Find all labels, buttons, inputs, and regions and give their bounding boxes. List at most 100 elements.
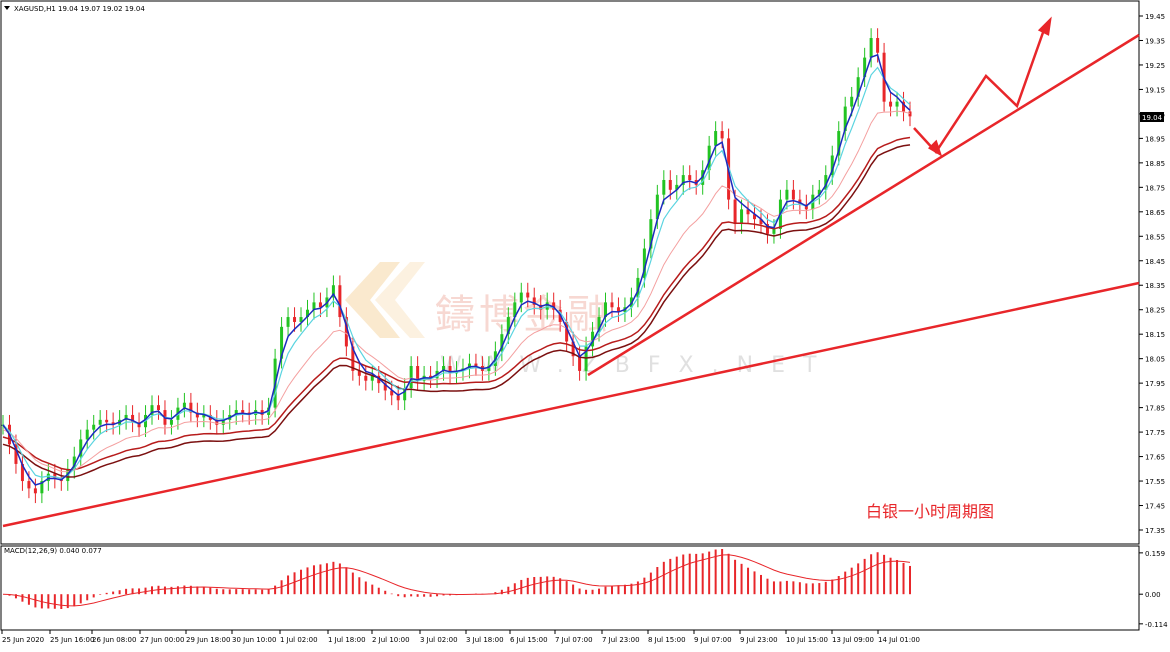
candle-body <box>649 219 653 249</box>
candle-body <box>46 473 50 482</box>
candle-body <box>27 481 31 489</box>
candle-body <box>92 424 96 430</box>
price-tick-label: 19.35 <box>1145 37 1165 45</box>
time-tick-label: 9 Jul 23:00 <box>740 636 778 644</box>
candle-body <box>312 302 316 310</box>
arrow-head-down-icon <box>927 139 943 157</box>
candle-body <box>72 456 76 469</box>
macd-tick-label: 0.00 <box>1145 591 1161 599</box>
time-tick-label: 30 Jun 10:00 <box>232 636 276 644</box>
price-tick-label: 19.15 <box>1145 86 1165 94</box>
time-tick-label: 7 Jul 23:00 <box>602 636 640 644</box>
trendlines <box>2 33 1140 528</box>
candle-body <box>526 292 530 298</box>
candle-body <box>714 131 718 146</box>
support-trendline-upper <box>587 33 1140 377</box>
candle-body <box>111 422 115 425</box>
candle-body <box>299 317 303 322</box>
candle-body <box>286 317 290 327</box>
candle-body <box>604 302 608 318</box>
price-tick-label: 19.25 <box>1145 62 1165 70</box>
candle-body <box>578 356 582 371</box>
main-panel-frame <box>0 0 1140 545</box>
time-tick-label: 29 Jun 18:00 <box>186 636 230 644</box>
candle-body <box>843 106 847 132</box>
candle-body <box>396 395 400 401</box>
price-tick-label: 17.55 <box>1145 478 1165 486</box>
candle-body <box>500 334 504 352</box>
price-tick-label: 17.95 <box>1145 380 1165 388</box>
ma-line-dark-lower <box>2 144 911 478</box>
candle-body <box>908 111 912 117</box>
candle-body <box>409 366 413 389</box>
price-tick-label: 18.35 <box>1145 282 1165 290</box>
price-tick-label: 18.05 <box>1145 356 1165 364</box>
time-tick-label: 2 Jul 10:00 <box>372 636 410 644</box>
candle-body <box>344 317 348 347</box>
ma-line-blue <box>2 53 911 486</box>
candle-body <box>571 341 575 357</box>
time-tick-label: 13 Jul 09:00 <box>832 636 874 644</box>
price-tick-label: 18.15 <box>1145 331 1165 339</box>
candle-body <box>876 38 880 53</box>
candle-body <box>474 363 478 367</box>
candle-body <box>675 184 679 190</box>
candle-body <box>688 175 692 180</box>
candle-body <box>539 304 543 310</box>
candle-body <box>532 297 536 305</box>
candle-body <box>241 410 245 413</box>
candle-body <box>33 488 37 494</box>
candle-body <box>616 307 620 313</box>
candle-body <box>804 204 808 210</box>
candle-body <box>610 302 614 308</box>
candle-body <box>390 390 394 396</box>
candle-body <box>565 321 569 342</box>
candle-body <box>169 419 173 425</box>
candle-body <box>519 292 523 303</box>
candle-body <box>124 414 128 420</box>
macd-header: MACD(12,26,9) 0.040 0.077 <box>4 547 102 555</box>
macd-histogram <box>2 548 911 609</box>
price-tick-label: 18.95 <box>1145 135 1165 143</box>
candle-body <box>215 419 219 425</box>
candle-body <box>156 405 160 411</box>
macd-tick-label: 0.159 <box>1145 550 1165 558</box>
candle-body <box>765 224 769 234</box>
price-tick-label: 17.35 <box>1145 527 1165 535</box>
candle-body <box>202 414 206 418</box>
time-tick-label: 3 Jul 18:00 <box>466 636 504 644</box>
price-tick-label: 17.45 <box>1145 503 1165 511</box>
time-tick-label: 7 Jul 07:00 <box>555 636 593 644</box>
candle-body <box>150 405 154 415</box>
candle-body <box>837 131 841 156</box>
candle-body <box>53 473 57 479</box>
candle-body <box>105 419 109 423</box>
dropdown-arrow-icon <box>4 6 10 10</box>
time-tick-label: 1 Jul 02:00 <box>280 636 318 644</box>
candle-body <box>98 419 102 425</box>
candle-body <box>733 199 737 225</box>
time-tick-label: 1 Jul 18:00 <box>328 636 366 644</box>
candle-body <box>357 370 361 376</box>
chart-series <box>1 28 912 504</box>
candle-body <box>506 317 510 335</box>
time-tick-label: 9 Jul 07:00 <box>694 636 732 644</box>
candle-body <box>642 248 646 278</box>
projection-arrows <box>913 16 1052 157</box>
candle-body <box>824 175 828 190</box>
candle-body <box>902 101 906 112</box>
candle-body <box>863 57 867 78</box>
candle-body <box>662 179 666 195</box>
time-tick-label: 25 Jun 2020 <box>2 636 44 644</box>
candle-body <box>364 375 368 381</box>
current-price-box <box>1140 112 1164 122</box>
candle-body <box>785 189 789 200</box>
time-tick-label: 14 Jul 01:00 <box>878 636 920 644</box>
current-price-label: 19.04 <box>1142 114 1163 122</box>
candle-body <box>280 326 284 359</box>
time-tick-label: 8 Jul 15:00 <box>648 636 686 644</box>
candle-body <box>137 422 141 428</box>
